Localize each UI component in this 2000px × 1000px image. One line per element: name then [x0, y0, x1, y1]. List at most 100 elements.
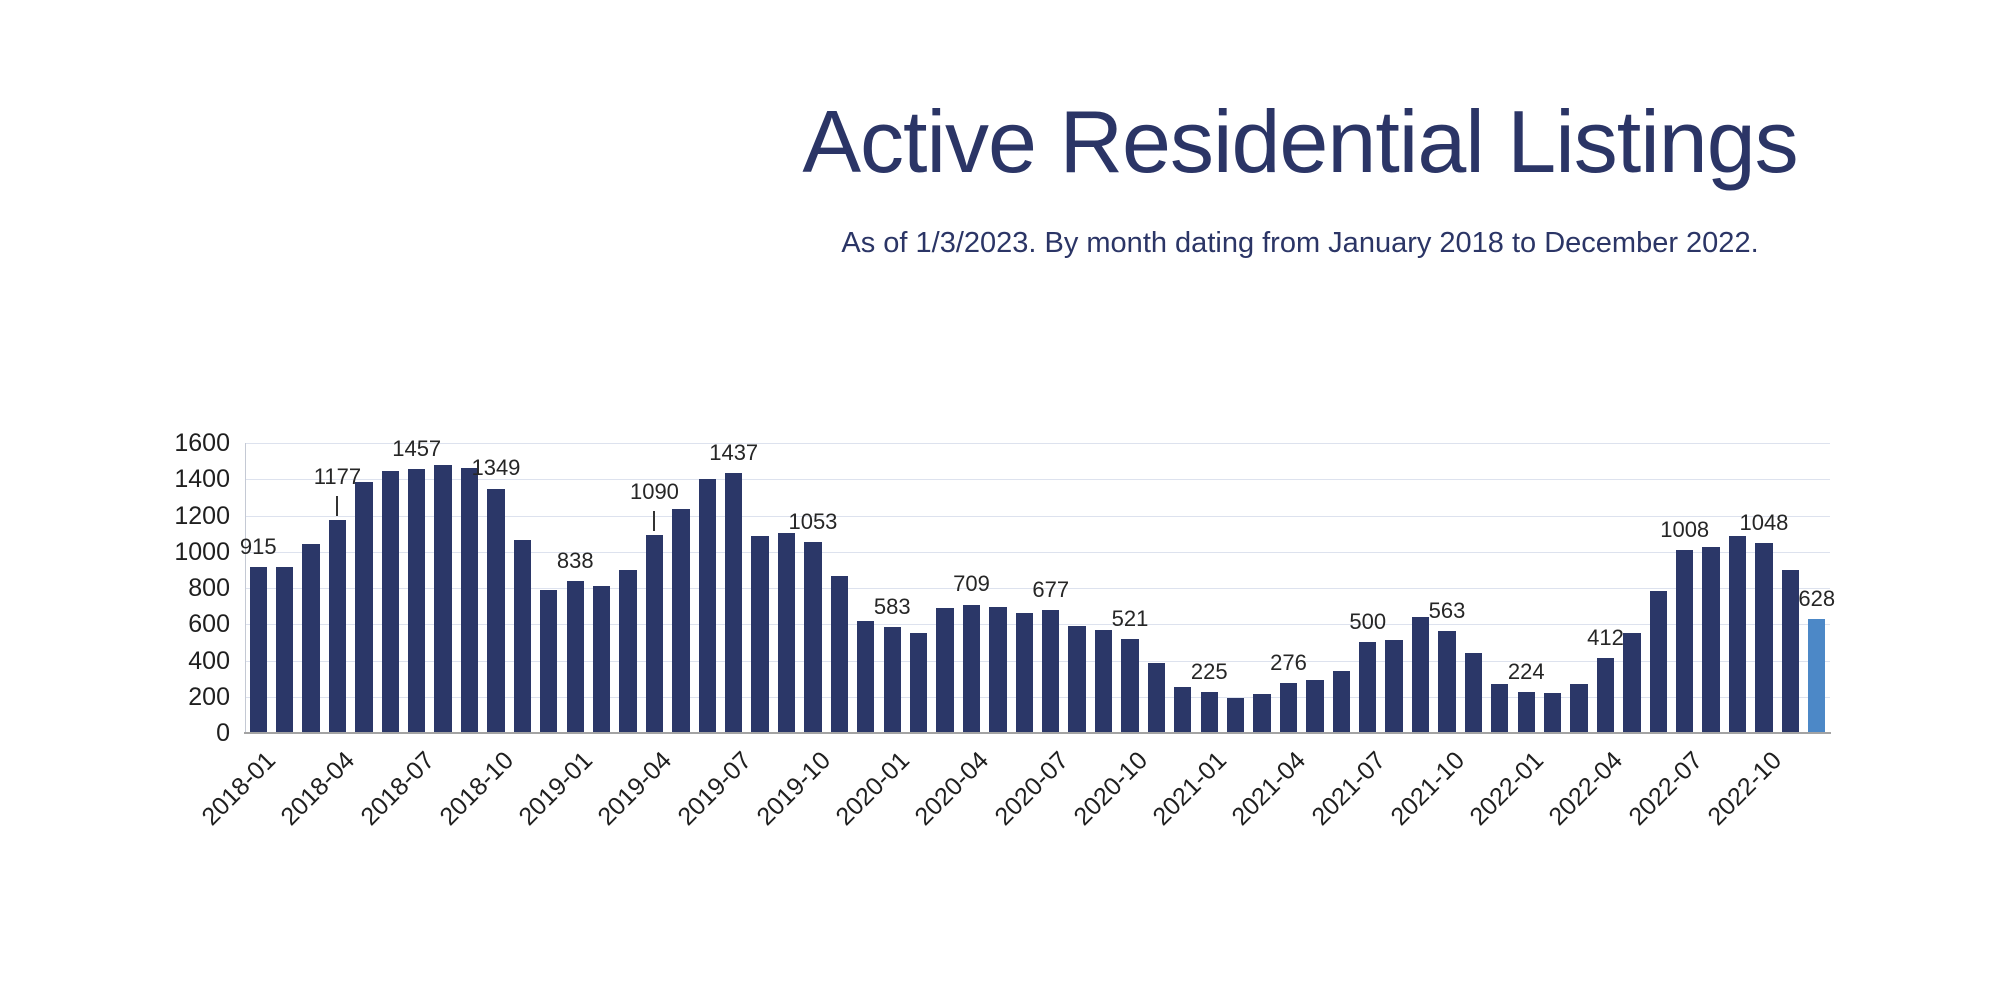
bar-2022-06	[1649, 590, 1667, 733]
bar-2021-01	[1200, 692, 1218, 733]
title-block: Active Residential Listings As of 1/3/20…	[600, 98, 2000, 260]
bar-2020-05	[989, 607, 1007, 733]
bar-2019-06	[698, 479, 716, 734]
bar-2018-12	[540, 589, 558, 733]
bar-2018-10	[487, 488, 505, 733]
bar-2019-05	[672, 509, 690, 733]
y-axis-label-1200: 1200	[174, 502, 230, 530]
bar-2019-12	[857, 620, 875, 733]
bar-2021-09	[1411, 617, 1430, 733]
y-axis-label-1600: 1600	[174, 429, 230, 457]
y-axis-label-600: 600	[188, 610, 230, 638]
bar-2018-06	[381, 471, 399, 733]
chart-subtitle: As of 1/3/2023. By month dating from Jan…	[841, 227, 1759, 259]
bar-2019-04	[645, 535, 664, 733]
y-axis-label-1400: 1400	[174, 465, 230, 493]
data-label-2020-07: 677	[1032, 577, 1070, 603]
bar-2018-08	[434, 464, 452, 734]
bar-2019-10	[804, 542, 822, 733]
data-label-2021-10: 563	[1428, 597, 1466, 623]
y-axis-line	[245, 443, 246, 733]
gridline-1400	[245, 479, 1830, 480]
bar-2019-08	[751, 536, 769, 733]
leader-line-2019-04	[653, 511, 656, 532]
data-label-2022-07: 1008	[1660, 517, 1710, 543]
data-label-2018-04: 1177	[313, 463, 362, 489]
bar-2020-10	[1121, 638, 1139, 733]
bar-2020-06	[1015, 613, 1033, 733]
data-label-2021-07: 500	[1349, 609, 1387, 635]
bar-2022-10	[1755, 543, 1773, 733]
bar-2021-12	[1491, 684, 1509, 733]
bar-2021-05	[1306, 679, 1324, 733]
data-label-2020-10: 521	[1111, 605, 1149, 631]
bar-2020-07	[1042, 610, 1060, 733]
bar-2018-01	[249, 567, 267, 733]
bar-2022-12	[1808, 619, 1826, 733]
gridline-600	[245, 624, 1830, 625]
bar-2018-09	[460, 467, 479, 733]
bar-2019-09	[777, 532, 796, 733]
y-axis-label-400: 400	[188, 647, 230, 675]
bar-2021-02	[1226, 697, 1245, 733]
data-label-2022-12: 628	[1798, 586, 1836, 612]
bar-2022-03	[1570, 684, 1588, 733]
chart-title: Active Residential Listings	[802, 92, 1798, 191]
bar-2020-02	[909, 633, 928, 733]
bar-2021-06	[1332, 670, 1350, 733]
gridline-1600	[245, 443, 1830, 444]
bar-2022-08	[1702, 547, 1720, 733]
bar-2022-07	[1676, 550, 1694, 733]
bar-2021-04	[1279, 683, 1298, 733]
bar-2020-08	[1068, 626, 1086, 733]
gridline-800	[245, 588, 1830, 589]
gridline-400	[245, 661, 1830, 662]
bar-2020-11	[1147, 663, 1166, 733]
bar-2022-01	[1517, 692, 1535, 733]
bar-2018-11	[513, 540, 532, 733]
bar-2020-01	[883, 627, 901, 733]
bar-2022-09	[1728, 536, 1747, 733]
data-label-2018-10: 1349	[471, 455, 521, 481]
bar-2019-11	[830, 576, 849, 733]
bar-2021-10	[1438, 631, 1456, 733]
bar-2019-01	[566, 581, 584, 733]
y-axis-label-0: 0	[216, 719, 230, 747]
data-label-2019-04: 1090	[629, 479, 679, 505]
bar-2018-07	[408, 468, 426, 733]
bar-2019-03	[619, 569, 637, 733]
gridline-1200	[245, 516, 1830, 517]
data-label-2022-04: 412	[1587, 625, 1624, 651]
bar-2018-02	[275, 567, 294, 733]
data-label-2020-01: 583	[873, 594, 911, 620]
data-label-2019-10: 1053	[788, 509, 838, 535]
data-label-2021-01: 225	[1190, 659, 1228, 685]
data-label-2019-07: 1437	[709, 439, 759, 465]
bar-2022-11	[1781, 569, 1800, 733]
bar-2018-05	[355, 482, 373, 733]
bar-2021-07	[1359, 642, 1377, 733]
data-label-2022-10: 1048	[1739, 510, 1789, 536]
bar-2020-03	[936, 607, 954, 733]
bar-2020-04	[962, 604, 981, 733]
bar-2022-04	[1596, 658, 1615, 733]
data-label-2018-01: 915	[239, 534, 277, 560]
gridline-200	[245, 697, 1830, 698]
bar-2022-05	[1623, 633, 1641, 733]
bar-2021-03	[1253, 694, 1271, 733]
data-label-2018-07: 1457	[392, 435, 442, 461]
bar-2019-02	[592, 586, 611, 733]
leader-line-2018-04	[336, 495, 339, 516]
bar-2019-07	[725, 472, 743, 733]
bar-2021-08	[1385, 639, 1403, 733]
data-label-2019-01: 838	[556, 548, 594, 574]
y-axis-label-800: 800	[188, 574, 230, 602]
bar-2021-11	[1464, 653, 1483, 734]
data-label-2020-04: 709	[953, 571, 990, 597]
y-axis-label-200: 200	[188, 683, 230, 711]
bar-2022-02	[1543, 693, 1562, 733]
data-label-2022-01: 224	[1507, 659, 1545, 685]
bar-2018-03	[302, 543, 320, 733]
bar-2020-12	[1174, 686, 1192, 733]
